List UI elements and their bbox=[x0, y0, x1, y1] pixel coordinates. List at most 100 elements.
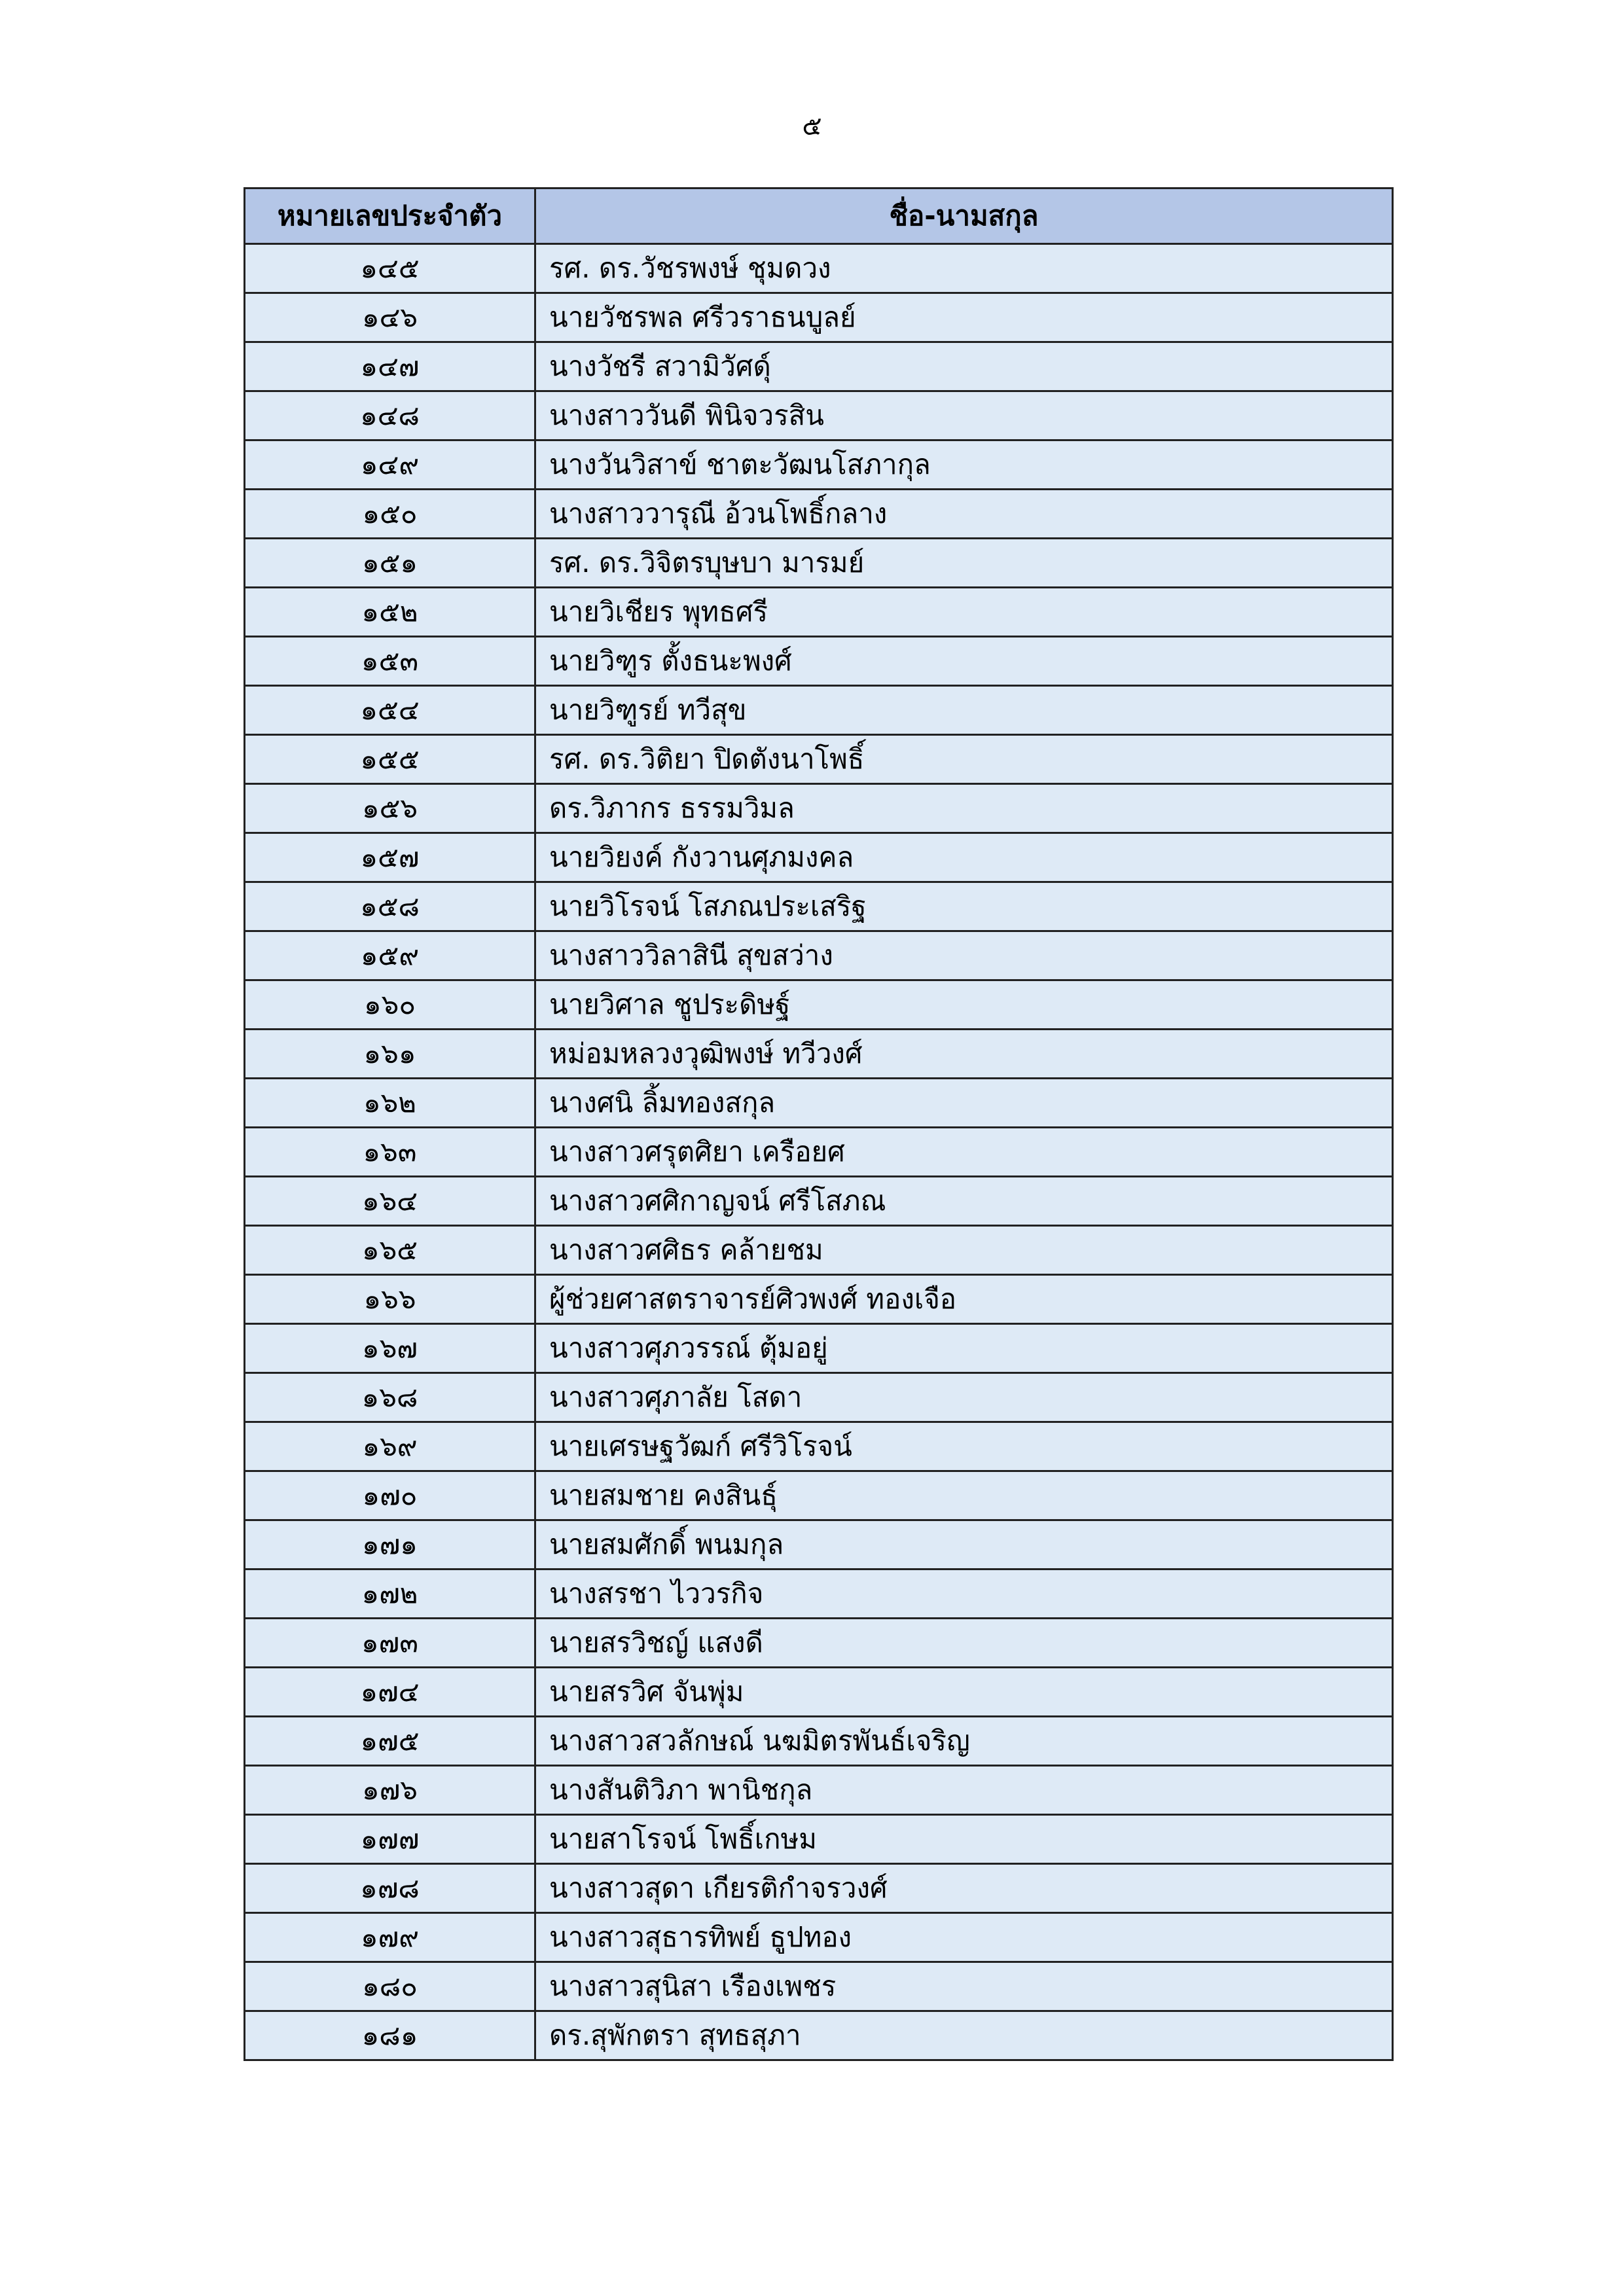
cell-name: นายสมศักดิ์ พนมกุล bbox=[534, 1519, 1394, 1570]
cell-name: นายสมชาย คงสินธุ์ bbox=[534, 1470, 1394, 1521]
cell-id: ๑๕๖ bbox=[244, 783, 536, 834]
table-row: ๑๔๕ รศ. ดร.วัชรพงษ์ ชุมดวง bbox=[244, 243, 1394, 294]
cell-name: นางสาวสุดา เกียรติกำจรวงศ์ bbox=[534, 1863, 1394, 1914]
cell-name: นายวิยงค์ กังวานศุภมงคล bbox=[534, 832, 1394, 883]
table-header-row: หมายเลขประจำตัว ชื่อ-นามสกุล bbox=[244, 187, 1394, 245]
cell-id: ๑๕๐ bbox=[244, 488, 536, 539]
table-row: ๑๘๐ นางสาวสุนิสา เรืองเพชร bbox=[244, 1961, 1394, 2012]
member-table: หมายเลขประจำตัว ชื่อ-นามสกุล ๑๔๕ รศ. ดร.ว… bbox=[244, 187, 1394, 2061]
cell-id: ๑๖๗ bbox=[244, 1323, 536, 1374]
cell-name: นายสรวิชญ์ แสงดี bbox=[534, 1617, 1394, 1668]
table-row: ๑๔๙ นางวันวิสาข์ ชาตะวัฒนโสภากุล bbox=[244, 439, 1394, 490]
cell-id: ๑๔๙ bbox=[244, 439, 536, 490]
cell-name: นางสาวศุภาลัย โสดา bbox=[534, 1372, 1394, 1423]
cell-id: ๑๗๑ bbox=[244, 1519, 536, 1570]
cell-id: ๑๕๒ bbox=[244, 586, 536, 637]
cell-id: ๑๖๘ bbox=[244, 1372, 536, 1423]
table-row: ๑๗๑ นายสมศักดิ์ พนมกุล bbox=[244, 1519, 1394, 1570]
table-row: ๑๖๖ ผู้ช่วยศาสตราจารย์ศิวพงศ์ ทองเจือ bbox=[244, 1274, 1394, 1325]
cell-id: ๑๕๘ bbox=[244, 881, 536, 932]
cell-id: ๑๔๕ bbox=[244, 243, 536, 294]
table-row: ๑๕๓ นายวิฑูร ตั้งธนะพงศ์ bbox=[244, 636, 1394, 687]
cell-id: ๑๖๔ bbox=[244, 1175, 536, 1227]
cell-name: นางสาวศศิกาญจน์ ศรีโสภณ bbox=[534, 1175, 1394, 1227]
cell-id: ๑๕๓ bbox=[244, 636, 536, 687]
cell-name: นางสาวศุภวรรณ์ ตุ้มอยู่ bbox=[534, 1323, 1394, 1374]
table-row: ๑๖๔ นางสาวศศิกาญจน์ ศรีโสภณ bbox=[244, 1175, 1394, 1227]
cell-id: ๑๖๒ bbox=[244, 1077, 536, 1128]
cell-name: นางวันวิสาข์ ชาตะวัฒนโสภากุล bbox=[534, 439, 1394, 490]
cell-name: นายวิเชียร พุทธศรี bbox=[534, 586, 1394, 637]
cell-name: ดร.สุพักตรา สุทธสุภา bbox=[534, 2010, 1394, 2061]
header-name: ชื่อ-นามสกุล bbox=[534, 187, 1394, 245]
table-row: ๑๗๔ นายสรวิศ จันพุ่ม bbox=[244, 1666, 1394, 1717]
cell-id: ๑๗๖ bbox=[244, 1765, 536, 1816]
cell-name: นางสาววิลาสินี สุขสว่าง bbox=[534, 930, 1394, 981]
cell-id: ๑๘๑ bbox=[244, 2010, 536, 2061]
cell-name: นางสาวศรุตศิยา เครือยศ bbox=[534, 1126, 1394, 1177]
table-row: ๑๗๘ นางสาวสุดา เกียรติกำจรวงศ์ bbox=[244, 1863, 1394, 1914]
cell-name: นายวิศาล ชูประดิษฐ์ bbox=[534, 979, 1394, 1030]
cell-id: ๑๗๓ bbox=[244, 1617, 536, 1668]
cell-name: นางสาวสุธารทิพย์ ธูปทอง bbox=[534, 1912, 1394, 1963]
page-number: ๕ bbox=[802, 111, 822, 141]
header-id: หมายเลขประจำตัว bbox=[244, 187, 536, 245]
cell-name: นายเศรษฐวัฒก์ ศรีวิโรจน์ bbox=[534, 1421, 1394, 1472]
table-row: ๑๖๘ นางสาวศุภาลัย โสดา bbox=[244, 1372, 1394, 1423]
table-row: ๑๕๐ นางสาววารุณี อ้วนโพธิ์กลาง bbox=[244, 488, 1394, 539]
cell-id: ๑๖๕ bbox=[244, 1225, 536, 1276]
cell-id: ๑๖๙ bbox=[244, 1421, 536, 1472]
cell-name: นางสาวสวลักษณ์ นฆมิตรพันธ์เจริญ bbox=[534, 1715, 1394, 1767]
cell-id: ๑๕๙ bbox=[244, 930, 536, 981]
table-row: ๑๗๖ นางสันติวิภา พานิชกุล bbox=[244, 1765, 1394, 1816]
table-row: ๑๖๗ นางสาวศุภวรรณ์ ตุ้มอยู่ bbox=[244, 1323, 1394, 1374]
table-row: ๑๗๒ นางสรชา ไววรกิจ bbox=[244, 1568, 1394, 1619]
table-row: ๑๕๖ ดร.วิภากร ธรรมวิมล bbox=[244, 783, 1394, 834]
table-row: ๑๘๑ ดร.สุพักตรา สุทธสุภา bbox=[244, 2010, 1394, 2061]
table-row: ๑๔๗ นางวัชรี สวามิวัศดุ์ bbox=[244, 341, 1394, 392]
cell-name: นางสันติวิภา พานิชกุล bbox=[534, 1765, 1394, 1816]
cell-id: ๑๗๘ bbox=[244, 1863, 536, 1914]
cell-name: นายวิฑูร ตั้งธนะพงศ์ bbox=[534, 636, 1394, 687]
cell-name: นายสรวิศ จันพุ่ม bbox=[534, 1666, 1394, 1717]
table-row: ๑๔๘ นางสาววันดี พินิจวรสิน bbox=[244, 390, 1394, 441]
cell-id: ๑๔๖ bbox=[244, 292, 536, 343]
table-row: ๑๕๕ รศ. ดร.วิติยา ปิดตังนาโพธิ์ bbox=[244, 734, 1394, 785]
cell-name: ผู้ช่วยศาสตราจารย์ศิวพงศ์ ทองเจือ bbox=[534, 1274, 1394, 1325]
cell-name: ดร.วิภากร ธรรมวิมล bbox=[534, 783, 1394, 834]
cell-name: นางศนิ ลิ้มทองสกุล bbox=[534, 1077, 1394, 1128]
table-row: ๑๗๕ นางสาวสวลักษณ์ นฆมิตรพันธ์เจริญ bbox=[244, 1715, 1394, 1767]
cell-id: ๑๕๕ bbox=[244, 734, 536, 785]
table-row: ๑๕๘ นายวิโรจน์ โสภณประเสริฐ bbox=[244, 881, 1394, 932]
table-row: ๑๗๐ นายสมชาย คงสินธุ์ bbox=[244, 1470, 1394, 1521]
table-row: ๑๗๓ นายสรวิชญ์ แสงดี bbox=[244, 1617, 1394, 1668]
table-row: ๑๖๙ นายเศรษฐวัฒก์ ศรีวิโรจน์ bbox=[244, 1421, 1394, 1472]
cell-id: ๑๖๐ bbox=[244, 979, 536, 1030]
cell-id: ๑๗๗ bbox=[244, 1814, 536, 1865]
table-row: ๑๕๙ นางสาววิลาสินี สุขสว่าง bbox=[244, 930, 1394, 981]
table-row: ๑๗๗ นายสาโรจน์ โพธิ์เกษม bbox=[244, 1814, 1394, 1865]
cell-id: ๑๕๗ bbox=[244, 832, 536, 883]
cell-id: ๑๕๔ bbox=[244, 685, 536, 736]
table-row: ๑๕๒ นายวิเชียร พุทธศรี bbox=[244, 586, 1394, 637]
cell-id: ๑๔๗ bbox=[244, 341, 536, 392]
cell-name: นายวัชรพล ศรีวราธนบูลย์ bbox=[534, 292, 1394, 343]
cell-id: ๑๗๔ bbox=[244, 1666, 536, 1717]
cell-name: นางสาวสุนิสา เรืองเพชร bbox=[534, 1961, 1394, 2012]
cell-name: รศ. ดร.วิติยา ปิดตังนาโพธิ์ bbox=[534, 734, 1394, 785]
cell-name: นางสรชา ไววรกิจ bbox=[534, 1568, 1394, 1619]
cell-name: นายวิโรจน์ โสภณประเสริฐ bbox=[534, 881, 1394, 932]
table-row: ๑๖๐ นายวิศาล ชูประดิษฐ์ bbox=[244, 979, 1394, 1030]
cell-name: นายวิฑูรย์ ทวีสุข bbox=[534, 685, 1394, 736]
cell-id: ๑๗๕ bbox=[244, 1715, 536, 1767]
table-row: ๑๖๕ นางสาวศศิธร คล้ายชม bbox=[244, 1225, 1394, 1276]
cell-name: นางสาววารุณี อ้วนโพธิ์กลาง bbox=[534, 488, 1394, 539]
cell-id: ๑๕๑ bbox=[244, 537, 536, 588]
cell-id: ๑๖๓ bbox=[244, 1126, 536, 1177]
cell-id: ๑๔๘ bbox=[244, 390, 536, 441]
cell-name: รศ. ดร.วัชรพงษ์ ชุมดวง bbox=[534, 243, 1394, 294]
cell-name: นางวัชรี สวามิวัศดุ์ bbox=[534, 341, 1394, 392]
cell-id: ๑๗๐ bbox=[244, 1470, 536, 1521]
table-row: ๑๖๑ หม่อมหลวงวุฒิพงษ์ ทวีวงศ์ bbox=[244, 1028, 1394, 1079]
table-row: ๑๖๒ นางศนิ ลิ้มทองสกุล bbox=[244, 1077, 1394, 1128]
